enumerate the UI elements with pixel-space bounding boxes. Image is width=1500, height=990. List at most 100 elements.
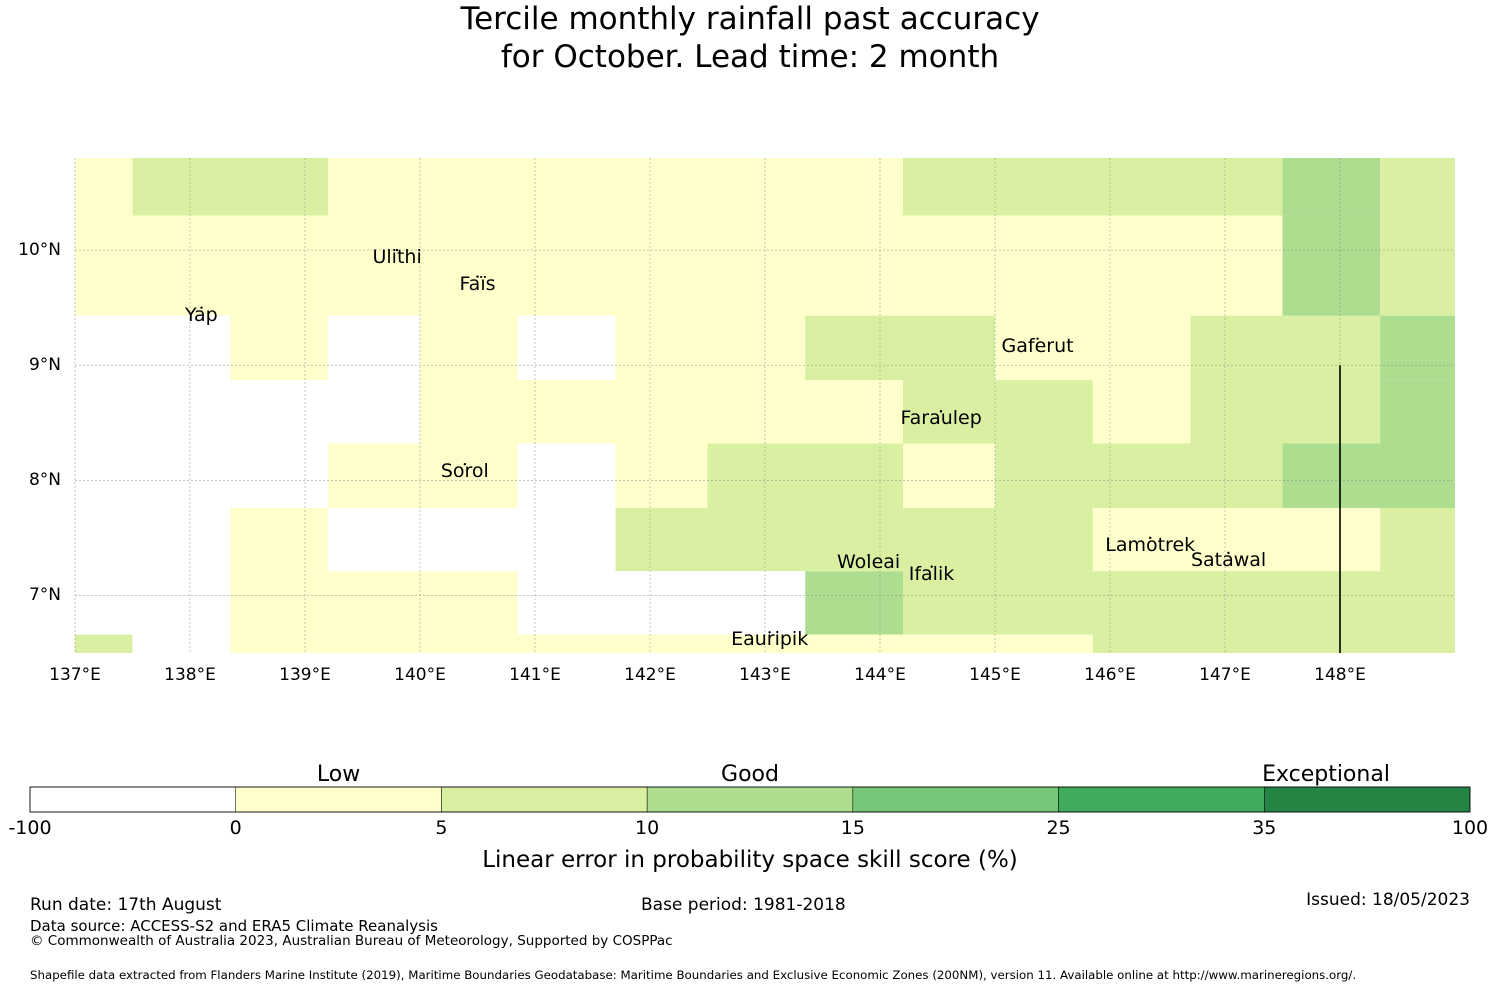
skill-cell [805, 315, 995, 381]
run-date: Run date: 17th August [30, 895, 222, 915]
skill-cell [615, 315, 806, 381]
x-tick-label: 142°E [624, 665, 676, 685]
x-tick-label: 138°E [164, 665, 216, 685]
skill-cell [903, 571, 1455, 635]
skill-cell [615, 507, 1093, 572]
x-tick-label: 143°E [739, 665, 791, 685]
place-label: Faïs [459, 272, 496, 295]
skill-cell [1380, 380, 1455, 444]
skill-cell [1190, 380, 1381, 444]
skill-cell [75, 634, 133, 653]
island-marker [930, 565, 933, 568]
skill-cell [615, 443, 708, 508]
skill-cell [75, 507, 231, 572]
skill-cell [1282, 158, 1381, 216]
colorbar-tick-label: 15 [840, 817, 865, 839]
island-marker [867, 553, 870, 557]
island-marker [939, 410, 943, 413]
colorbar-segment [29, 786, 236, 813]
skill-cell [1092, 380, 1191, 444]
colorbar-segment [852, 786, 1059, 813]
skill-cell [1190, 315, 1283, 381]
skill-cell [420, 380, 903, 444]
skill-cell [1092, 507, 1283, 572]
colorbar-frame [29, 786, 1471, 813]
skill-cell [75, 571, 231, 635]
island-marker [476, 275, 479, 278]
skill-cell [75, 215, 1283, 316]
map-title-line-1: Tercile monthly rainfall past accuracy [460, 1, 1040, 37]
place-label: Satawal [1190, 548, 1267, 571]
island-marker [768, 631, 771, 634]
colorbar-tick-label: 100 [1451, 817, 1489, 839]
skill-cell [1282, 443, 1455, 508]
colorbar [29, 786, 1471, 813]
skill-cell [1282, 507, 1381, 572]
skill-cell [1092, 634, 1455, 653]
place-label: Ulithi [372, 246, 422, 269]
shapefile-credit: Shapefile data extracted from Flanders M… [30, 968, 1357, 982]
skill-cell [328, 315, 420, 381]
skill-cell [517, 443, 616, 508]
skill-cell [517, 571, 806, 635]
y-tick-label: 10°N [18, 240, 61, 261]
x-tick-label: 141°E [509, 665, 561, 685]
place-label: Ifalik [908, 562, 955, 585]
colorbar-category-label: Good [721, 762, 779, 787]
x-tick-label: 137°E [49, 665, 101, 685]
place-label: Eauripik [731, 628, 809, 651]
x-tick-label: 146°E [1084, 665, 1136, 685]
place-label: Lamotrek [1105, 533, 1196, 556]
skill-cell [995, 443, 1283, 508]
skill-cell [995, 315, 1191, 381]
skill-cell [230, 634, 995, 653]
skill-cell [1380, 507, 1455, 572]
skill-cell [1282, 215, 1381, 316]
map-title-line-2: for October. Lead time: 2 month [500, 39, 1000, 75]
skill-cell [805, 571, 903, 635]
skill-cell [1380, 315, 1455, 381]
copyright: © Commonwealth of Australia 2023, Austra… [30, 933, 673, 949]
data-source: Data source: ACCESS-S2 and ERA5 Climate … [30, 917, 438, 935]
place-label: Sorol [440, 460, 489, 483]
colorbar-segment [1058, 786, 1265, 813]
skill-cell [517, 315, 616, 381]
y-tick-label: 7°N [28, 585, 61, 606]
gridlines [74, 158, 1455, 653]
x-tick-label: 145°E [969, 665, 1021, 685]
place-label: Faraulep [900, 407, 982, 430]
skill-cell [903, 443, 995, 508]
colorbar-category-label: Exceptional [1262, 762, 1390, 787]
island-marker [395, 248, 399, 252]
colorbar-tick-label: 35 [1252, 817, 1277, 839]
colorbar-segment [441, 786, 648, 813]
y-tick-label: 9°N [28, 355, 61, 376]
skill-cell [132, 158, 328, 216]
colorbar-segment [646, 786, 854, 813]
skill-cell [230, 571, 518, 635]
x-tick-label: 139°E [279, 665, 331, 685]
y-tick-label: 8°N [28, 470, 61, 491]
skill-cells [75, 158, 1455, 653]
issued-date: Issued: 18/05/2023 [1306, 890, 1470, 910]
skill-cell [230, 315, 328, 381]
colorbar-tick-label: 5 [435, 817, 448, 839]
skill-cell [75, 158, 133, 216]
colorbar-tick-label: 0 [229, 817, 242, 839]
colorbar-tick-label: -100 [8, 817, 52, 839]
skill-cell [707, 443, 903, 508]
island-marker [1227, 551, 1230, 555]
place-label: Gaferut [1001, 334, 1074, 357]
skill-cell [75, 443, 328, 508]
x-tick-label: 148°E [1314, 665, 1366, 685]
colorbar-tick-label: 25 [1046, 817, 1071, 839]
base-period: Base period: 1981-2018 [641, 895, 846, 915]
skill-cell [1380, 215, 1455, 316]
colorbar-title: Linear error in probability space skill … [482, 847, 1018, 873]
skill-cell [75, 380, 420, 444]
skill-cell [328, 443, 518, 508]
place-label: Woleai [837, 551, 901, 574]
colorbar-segment [1264, 786, 1471, 813]
skill-cell [328, 158, 903, 216]
